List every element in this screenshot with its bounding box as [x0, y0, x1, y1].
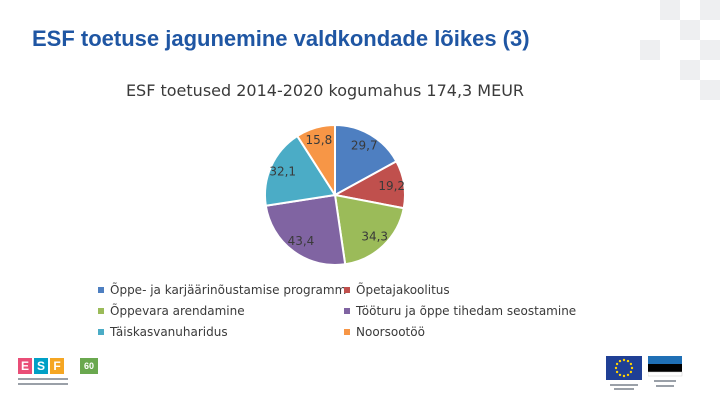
- pie-slice: [295, 123, 336, 199]
- legend-label: Õppevara arendamine: [110, 304, 245, 318]
- legend-swatch: [344, 329, 350, 335]
- legend-swatch: [344, 308, 350, 314]
- corner-decoration: [640, 0, 720, 120]
- pie-chart: 29,7 19,2 34,3 43,4 32,1 15,8: [264, 123, 406, 266]
- estonia-coat-of-arms-logo: [648, 356, 683, 387]
- chart-title: ESF toetused 2014-2020 kogumahus 174,3 M…: [125, 81, 525, 100]
- pie-data-label: 15,8: [306, 133, 333, 147]
- pie-slice: [264, 134, 337, 207]
- legend-item: Õpetajakoolitus: [344, 283, 614, 297]
- pie-data-label: 29,7: [351, 139, 378, 153]
- esf-60-badge: 60: [80, 358, 98, 374]
- pie-slice: [264, 193, 347, 266]
- legend-item: Noorsootöö: [344, 325, 614, 339]
- legend-label: Õppe- ja karjäärinõustamise programm: [110, 283, 347, 297]
- pie-data-label: 32,1: [269, 164, 296, 178]
- legend-item: Õppevara arendamine: [98, 304, 344, 318]
- pie-data-label: 43,4: [288, 234, 315, 248]
- legend-swatch: [98, 308, 104, 314]
- eu-flag-logo: [606, 356, 642, 390]
- slide-title: ESF toetuse jagunemine valdkondade lõike…: [32, 26, 530, 51]
- esf-letter: E: [18, 358, 32, 374]
- legend-item: Tööturu ja õppe tihedam seostamine: [344, 304, 614, 318]
- legend-label: Tööturu ja õppe tihedam seostamine: [356, 304, 577, 318]
- legend-swatch: [98, 287, 104, 293]
- chart-legend: Õppe- ja karjäärinõustamise programm Õpet…: [98, 283, 618, 339]
- esf-letter: F: [50, 358, 64, 374]
- legend-swatch: [344, 287, 350, 293]
- legend-swatch: [98, 329, 104, 335]
- pie-slice: [333, 193, 405, 266]
- legend-label: Noorsootöö: [356, 325, 425, 339]
- legend-item: Täiskasvanuharidus: [98, 325, 344, 339]
- pie-data-label: 34,3: [361, 229, 388, 243]
- pie-data-label: 19,2: [378, 179, 405, 193]
- legend-item: Õppe- ja karjäärinõustamise programm: [98, 283, 347, 297]
- legend-label: Täiskasvanuharidus: [110, 325, 228, 339]
- esf-letter: S: [34, 358, 48, 374]
- pie-slice: [334, 123, 398, 197]
- legend-label: Õpetajakoolitus: [356, 283, 450, 297]
